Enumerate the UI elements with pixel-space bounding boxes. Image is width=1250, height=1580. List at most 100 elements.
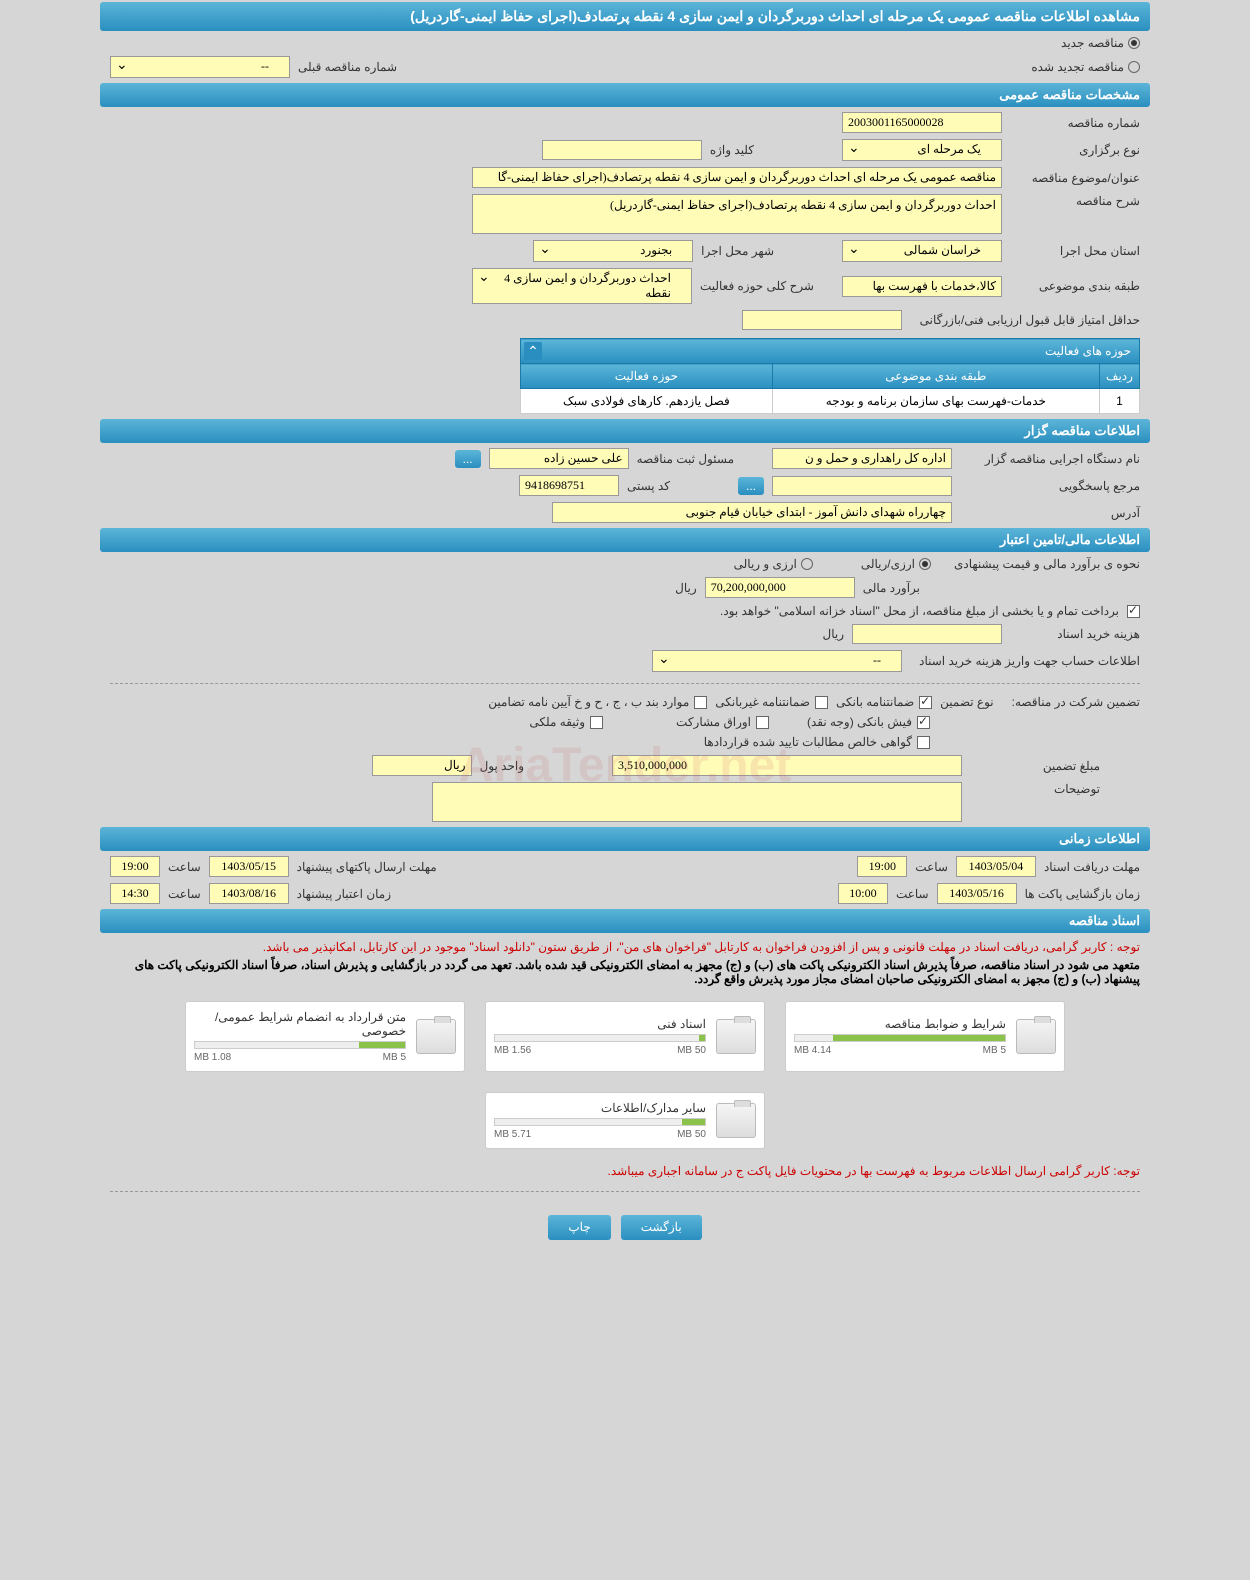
doc-cost-field[interactable] <box>852 624 1002 644</box>
check-nonbank[interactable] <box>815 696 828 709</box>
opt-cash-label: فیش بانکی (وجه نقد) <box>807 715 912 729</box>
opening-date[interactable]: 1403/05/16 <box>937 883 1017 904</box>
radio-renewed-label: مناقصه تجدید شده <box>1031 60 1124 74</box>
packet-deadline-date[interactable]: 1403/05/15 <box>209 856 289 877</box>
doc-total: 5 MB <box>983 1045 1006 1056</box>
subject-field[interactable]: مناقصه عمومی یک مرحله ای احداث دوربرگردا… <box>472 167 1002 188</box>
doc-total: 50 MB <box>677 1045 706 1056</box>
category-label: طبقه بندی موضوعی <box>1010 279 1140 293</box>
progress-bar <box>494 1034 706 1042</box>
tender-number-field[interactable]: 2003001165000028 <box>842 112 1002 133</box>
postal-label: کد پستی <box>627 479 670 493</box>
tender-type-radios: مناقصه جدید <box>100 33 1150 53</box>
org-name-field[interactable]: اداره کل راهداری و حمل و ن <box>772 448 952 469</box>
collapse-icon[interactable]: ⌃ <box>524 342 542 360</box>
doc-used: 5.71 MB <box>494 1129 531 1140</box>
activity-table: حوزه های فعالیت ⌃ ردیف طبقه بندی موضوعی … <box>520 338 1140 414</box>
city-select[interactable]: بجنورد <box>533 240 693 262</box>
row-category: خدمات-فهرست بهای سازمان برنامه و بودجه <box>772 389 1099 414</box>
responsible-field[interactable]: علی حسین زاده <box>489 448 629 469</box>
document-item[interactable]: اسناد فنی 50 MB1.56 MB <box>485 1001 765 1072</box>
province-label: استان محل اجرا <box>1010 244 1140 258</box>
guarantee-amount-field[interactable]: 3,510,000,000 <box>612 755 962 776</box>
row-num: 1 <box>1100 389 1140 414</box>
contact-field[interactable] <box>772 476 952 496</box>
holding-type-select[interactable]: یک مرحله ای <box>842 139 1002 161</box>
radio-renewed-tender[interactable] <box>1128 61 1140 73</box>
more-button[interactable]: ... <box>455 450 481 468</box>
back-button[interactable]: بازگشت <box>621 1215 702 1240</box>
account-info-select[interactable]: -- <box>652 650 902 672</box>
doc-total: 50 MB <box>677 1129 706 1140</box>
guarantee-type-label: نوع تضمین <box>940 695 993 709</box>
timing-header: اطلاعات زمانی <box>100 827 1150 851</box>
time-label-2: ساعت <box>168 860 201 874</box>
document-item[interactable]: شرایط و ضوابط مناقصه 5 MB4.14 MB <box>785 1001 1065 1072</box>
unit-field[interactable]: ریال <box>372 755 472 776</box>
doc-deadline-time[interactable]: 19:00 <box>857 856 907 877</box>
doc-title: شرایط و ضوابط مناقصه <box>794 1017 1006 1031</box>
radio-new-tender[interactable] <box>1128 37 1140 49</box>
notice-3: توجه: کاربر گرامی ارسال اطلاعات مربوط به… <box>110 1164 1140 1178</box>
doc-cost-label: هزینه خرید اسناد <box>1010 627 1140 641</box>
check-bank[interactable] <box>919 696 932 709</box>
check-property[interactable] <box>590 716 603 729</box>
progress-bar <box>794 1034 1006 1042</box>
opening-label: زمان بازگشایی پاکت ها <box>1025 887 1140 901</box>
document-item[interactable]: سایر مدارک/اطلاعات 50 MB5.71 MB <box>485 1092 765 1149</box>
address-label: آدرس <box>960 506 1140 520</box>
unit-label: واحد پول <box>480 759 524 773</box>
col-row-header: ردیف <box>1100 364 1140 389</box>
time-label-1: ساعت <box>915 860 948 874</box>
general-specs-header: مشخصات مناقصه عمومی <box>100 83 1150 107</box>
document-item[interactable]: متن قرارداد به انضمام شرایط عمومی/خصوصی … <box>185 1001 465 1072</box>
check-clauses[interactable] <box>694 696 707 709</box>
time-label-4: ساعت <box>168 887 201 901</box>
check-cash[interactable] <box>917 716 930 729</box>
organizer-header: اطلاعات مناقصه گزار <box>100 419 1150 443</box>
guarantee-amount-label: مبلغ تضمین <box>970 759 1100 773</box>
description-field[interactable]: احداث دوربرگردان و ایمن سازی 4 نقطه پرتص… <box>472 194 1002 234</box>
folder-icon <box>716 1019 756 1054</box>
account-info-label: اطلاعات حساب جهت واریز هزینه خرید اسناد <box>910 654 1140 668</box>
progress-bar <box>194 1041 406 1049</box>
postal-field[interactable]: 9418698751 <box>519 475 619 496</box>
check-securities[interactable] <box>756 716 769 729</box>
separator-bottom <box>110 1191 1140 1192</box>
notes-label: توضیحات <box>970 782 1100 796</box>
responsible-label: مسئول ثبت مناقصه <box>637 452 734 466</box>
keyword-field[interactable] <box>542 140 702 160</box>
category-field[interactable]: کالا،خدمات با فهرست بها <box>842 276 1002 297</box>
folder-icon <box>416 1019 456 1054</box>
min-score-field[interactable] <box>742 310 902 330</box>
estimate-field[interactable]: 70,200,000,000 <box>705 577 855 598</box>
notes-field[interactable] <box>432 782 962 822</box>
radio-rial[interactable] <box>919 558 931 570</box>
opening-time[interactable]: 10:00 <box>838 883 888 904</box>
prev-number-select[interactable]: -- <box>110 56 290 78</box>
address-field[interactable]: چهارراه شهدای دانش آموز - ابتدای خیابان … <box>552 502 952 523</box>
city-label: شهر محل اجرا <box>701 244 774 258</box>
min-score-label: حداقل امتیاز قابل قبول ارزیابی فنی/بازرگ… <box>910 313 1140 327</box>
doc-title: متن قرارداد به انضمام شرایط عمومی/خصوصی <box>194 1010 406 1038</box>
activity-scope-select[interactable]: احداث دوربرگردان و ایمن سازی 4 نقطه <box>472 268 692 304</box>
print-button[interactable]: چاپ <box>548 1215 610 1240</box>
contact-more-button[interactable]: ... <box>738 477 764 495</box>
doc-deadline-date[interactable]: 1403/05/04 <box>956 856 1036 877</box>
page-title: مشاهده اطلاعات مناقصه عمومی یک مرحله ای … <box>100 2 1150 31</box>
packet-deadline-time[interactable]: 19:00 <box>110 856 160 877</box>
radio-both[interactable] <box>801 558 813 570</box>
rial-label-1: ریال <box>675 581 697 595</box>
validity-time[interactable]: 14:30 <box>110 883 160 904</box>
tender-number-label: شماره مناقصه <box>1010 116 1140 130</box>
validity-date[interactable]: 1403/08/16 <box>209 883 289 904</box>
financial-header: اطلاعات مالی/تامین اعتبار <box>100 528 1150 552</box>
validity-label: زمان اعتبار پیشنهاد <box>297 887 391 901</box>
activity-scope-label: شرح کلی حوزه فعالیت <box>700 279 814 293</box>
doc-title: اسناد فنی <box>494 1017 706 1031</box>
opt-nonbank-label: ضمانتنامه غیربانکی <box>715 695 810 709</box>
province-select[interactable]: خراسان شمالی <box>842 240 1002 262</box>
check-receivables[interactable] <box>917 736 930 749</box>
treasury-checkbox[interactable] <box>1127 605 1140 618</box>
progress-bar <box>494 1118 706 1126</box>
